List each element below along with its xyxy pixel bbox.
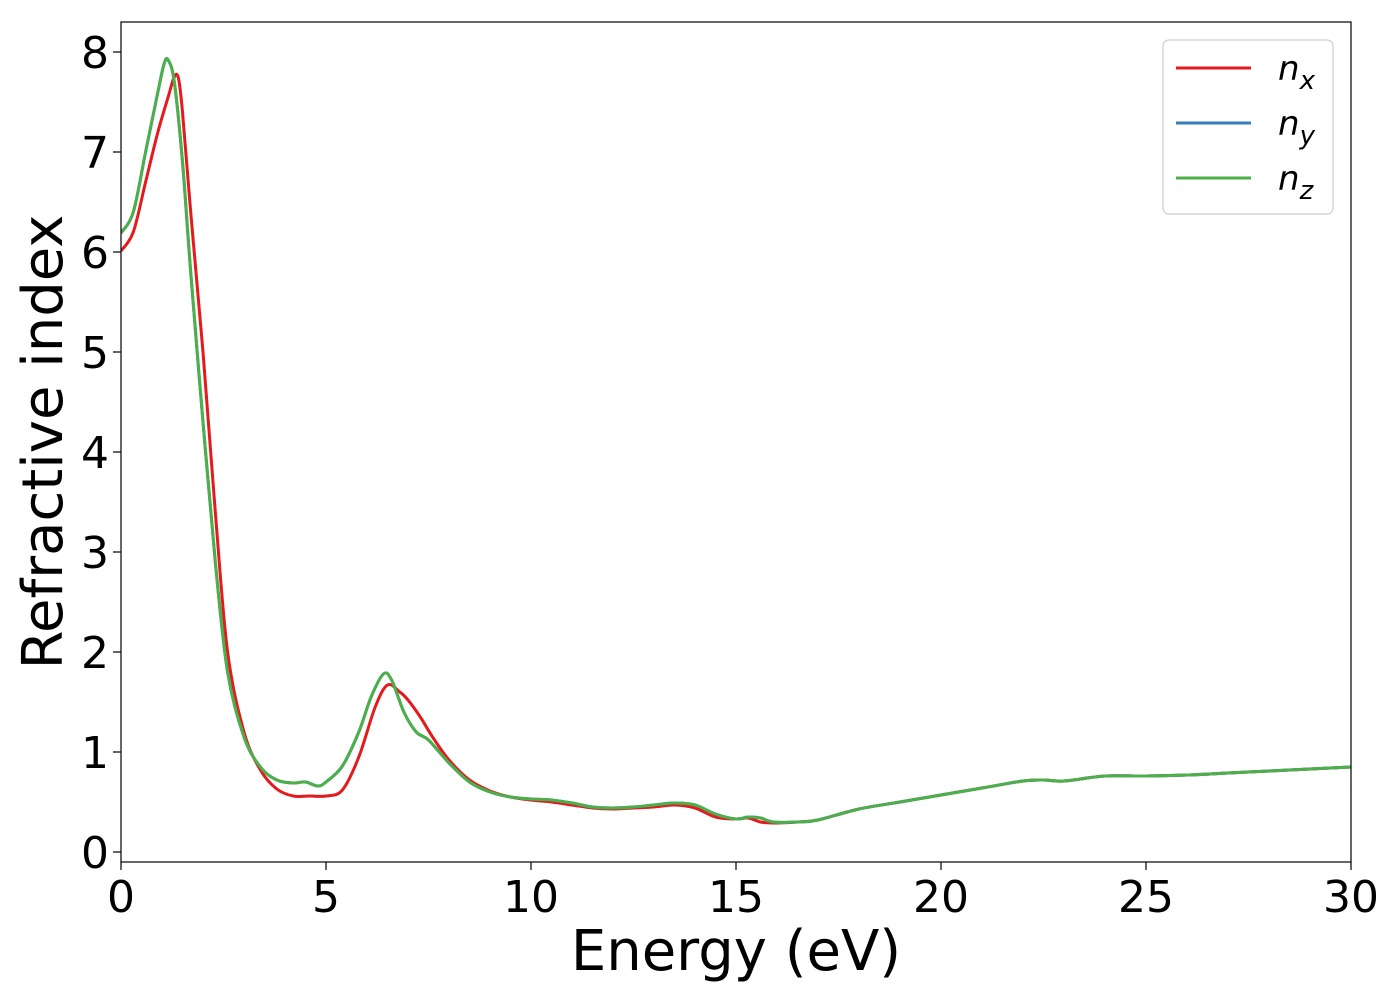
legend-label-subscript: y xyxy=(1299,121,1316,151)
y-tick-label: 4 xyxy=(81,428,109,479)
y-tick-label: 3 xyxy=(81,528,109,579)
y-axis-label: Refractive index xyxy=(11,215,76,670)
x-axis-label: Energy (eV) xyxy=(571,919,901,984)
legend-label-subscript: x xyxy=(1299,66,1316,96)
y-axis-ticks: 0 1 2 3 4 5 6 7 8 xyxy=(81,28,121,879)
y-tick-label: 8 xyxy=(81,28,109,79)
legend-label-y: ny xyxy=(1278,104,1316,151)
x-axis-ticks: 0 5 10 15 20 25 30 xyxy=(107,862,1379,923)
plot-content xyxy=(121,57,1351,825)
legend-label-z: nz xyxy=(1278,159,1315,206)
legend-label-x: nx xyxy=(1278,49,1316,96)
legend-box xyxy=(1162,39,1334,215)
x-tick-label: 10 xyxy=(503,872,559,923)
y-tick-label: 5 xyxy=(81,328,109,379)
series-line-z xyxy=(121,57,1351,824)
x-tick-label: 20 xyxy=(913,872,969,923)
legend-label-base: n xyxy=(1278,49,1300,89)
x-tick-label: 0 xyxy=(107,872,135,923)
x-tick-label: 30 xyxy=(1323,872,1379,923)
y-tick-label: 2 xyxy=(81,628,109,679)
legend-label-base: n xyxy=(1278,159,1300,199)
legend-label-subscript: z xyxy=(1299,176,1315,206)
x-tick-label: 5 xyxy=(312,872,340,923)
x-tick-label: 15 xyxy=(708,872,764,923)
y-tick-label: 6 xyxy=(81,228,109,279)
x-tick-label: 25 xyxy=(1118,872,1174,923)
y-tick-label: 0 xyxy=(81,828,109,879)
y-tick-label: 1 xyxy=(81,728,109,779)
y-tick-label: 7 xyxy=(81,128,109,179)
legend-label-base: n xyxy=(1278,104,1300,144)
